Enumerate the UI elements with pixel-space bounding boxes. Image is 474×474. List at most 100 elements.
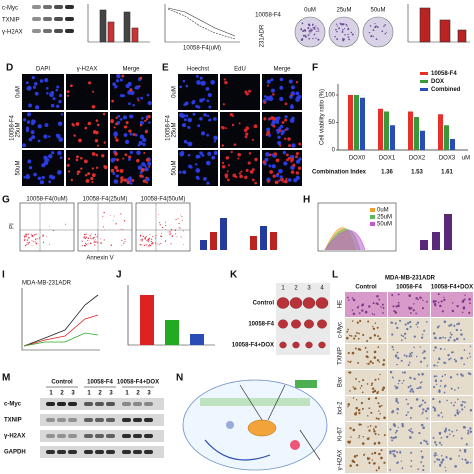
cell-dot [459,449,462,452]
plot-title: 10058-F4(25uM) [83,197,128,203]
plate-row: 231ADR [260,24,266,47]
cell-dot [124,153,128,157]
cell-dot [141,239,143,241]
cell-dot [127,81,132,87]
cell-dot [37,139,41,143]
cell-dot [45,158,50,162]
cell-dot [440,436,443,439]
cell-dot [266,127,271,132]
cell-dot [352,386,355,388]
cell-dot [267,133,272,138]
cell-dot [351,459,355,463]
row-label: 25uM [172,122,178,137]
panel-label: H [303,195,310,206]
cell-dot [123,220,126,222]
legend-label: DOX [431,79,444,85]
blot-band [106,450,115,454]
cell-dot [396,386,399,389]
cell-dot [279,175,283,179]
bar [408,111,413,150]
cell-dot [373,451,377,455]
cell-dot [381,303,384,306]
cell-dot [366,383,369,385]
cell-dot [410,307,413,310]
cell-dot [367,456,369,459]
cell-dot [110,244,113,246]
cell-dot [399,319,402,322]
cell-dot [372,35,374,38]
cell-dot [464,401,466,404]
cell-dot [381,30,384,33]
panel-label: F [312,63,318,74]
cell-dot [160,242,162,245]
cell-dot [84,126,88,130]
cell-dot [267,179,270,183]
cell-dot [134,133,138,137]
cell-dot [297,166,302,170]
sketch-bar [250,236,257,250]
cell-dot [195,163,198,166]
cell-dot [221,165,226,169]
cell-dot [67,170,71,173]
cell-dot [301,39,304,41]
cell-dot [451,430,454,433]
cell-dot [50,91,55,95]
cell-dot [420,450,423,453]
cell-dot [90,177,94,181]
cell-dot [463,306,465,309]
blot-band [106,434,115,438]
cell-dot [50,103,55,108]
cell-dot [124,139,130,145]
cell-dot [144,237,146,239]
cell-dot [403,354,406,357]
cell-dot [440,379,443,382]
y-tick-label: 100 [325,93,336,99]
cell-dot [141,162,146,167]
cell-dot [88,240,90,242]
cell-dot [247,161,251,165]
cell-dot [291,143,296,148]
tumor [305,341,313,349]
cell-dot [383,434,386,437]
cell-dot [382,363,385,366]
cell-dot [435,443,438,446]
cell-dot [72,124,75,127]
cell-dot [412,390,415,393]
cell-dot [192,112,196,116]
cell-dot [464,458,467,462]
sketch-line [23,294,99,347]
cell-dot [385,31,387,33]
cell-dot [410,451,413,454]
cell-dot [161,235,163,238]
row-label: γ-H2AX [4,434,25,440]
cell-dot [354,412,357,416]
cell-dot [457,322,461,325]
cell-dot [182,79,186,83]
row-label: 10058-F4 [248,322,274,328]
cell-dot [441,416,444,418]
cell-dot [213,150,218,156]
cell-dot [409,325,412,328]
cell-dot [396,356,400,360]
cell-dot [377,378,380,380]
cell-dot [379,413,381,415]
cell-dot [373,313,376,316]
cell-dot [269,95,273,99]
cell-dot [396,326,399,330]
cell-dot [28,241,30,244]
cell-dot [248,89,251,93]
cell-dot [422,465,425,467]
cell-dot [263,117,267,121]
cell-dot [83,235,85,237]
cell-dot [84,234,86,236]
cell-dot [347,405,349,408]
cell-dot [155,242,156,244]
cell-dot [341,23,344,26]
cell-dot [85,236,87,238]
cell-dot [394,436,397,439]
cell-dot [240,170,243,173]
cell-dot [468,352,471,355]
cell-dot [93,241,95,243]
cell-dot [112,82,116,87]
cell-dot [407,364,410,367]
